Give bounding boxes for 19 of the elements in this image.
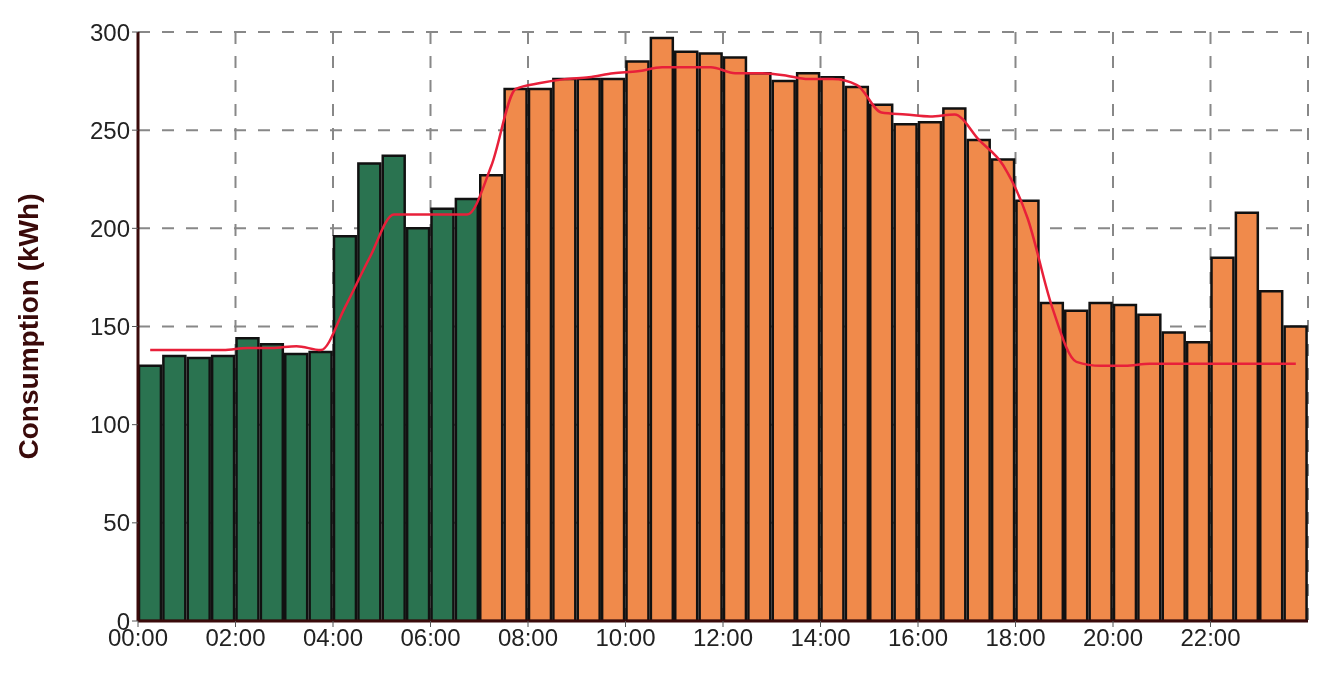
x-tick-label: 14:00 <box>790 624 851 652</box>
y-tick-label: 250 <box>89 116 130 144</box>
x-tick-label: 06:00 <box>400 624 461 652</box>
x-tick-label: 10:00 <box>595 624 656 652</box>
x-tick-label: 02:00 <box>205 624 266 652</box>
x-tick-label: 08:00 <box>497 624 559 652</box>
x-tick-label: 04:00 <box>302 624 364 652</box>
y-tick-label: 100 <box>89 411 130 439</box>
x-tick-label: 22:00 <box>1180 624 1241 652</box>
x-tick-label: 16:00 <box>887 624 949 652</box>
y-axis-title: Consumption (kWh) <box>12 193 44 460</box>
y-tick-label: 300 <box>89 18 130 46</box>
x-tick-label: 20:00 <box>1082 624 1144 652</box>
y-tick-label: 150 <box>89 313 130 341</box>
line-series <box>148 66 1298 368</box>
y-tick-label: 50 <box>103 509 130 537</box>
x-tick-label: 18:00 <box>985 624 1046 652</box>
x-tick-label: 12:00 <box>692 624 754 652</box>
y-tick-label: 200 <box>89 214 130 242</box>
